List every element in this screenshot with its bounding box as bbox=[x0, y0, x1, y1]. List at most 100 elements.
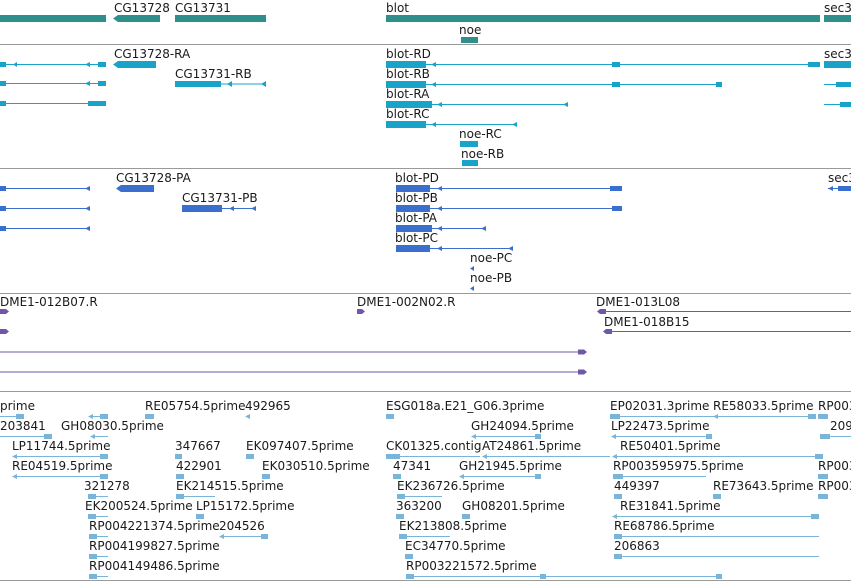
gene-label: noe bbox=[459, 23, 481, 37]
mrna-feature-noe-rb[interactable]: noe-RB bbox=[461, 147, 504, 166]
mrna-feature-left-2[interactable] bbox=[0, 81, 106, 86]
mrna-feature-blot-rc[interactable]: blot-RC bbox=[386, 107, 517, 128]
protein-track: CG13728-PA CG13731-PB blot-PD blot-PB bbox=[0, 171, 851, 291]
clone-feature-left-3[interactable] bbox=[0, 349, 587, 355]
mrna-feature-blot-rd[interactable]: blot-RD bbox=[386, 47, 820, 68]
mrna-feature-blot-ra[interactable]: blot-RA bbox=[386, 87, 568, 108]
protein-feature-blot-pb[interactable]: blot-PB bbox=[395, 191, 622, 212]
protein-feature-noe-pc[interactable]: noe-PC bbox=[470, 251, 512, 271]
clone-feature-left-4[interactable] bbox=[0, 369, 587, 375]
gene-feature-blot[interactable]: blot bbox=[386, 1, 820, 22]
est-feature[interactable]: LP22473.5prime bbox=[611, 414, 816, 439]
mrna-label: blot-RB bbox=[386, 67, 430, 81]
svg-text:GH24094.5prime: GH24094.5prime bbox=[471, 419, 574, 433]
protein-feature-blot-pc[interactable]: blot-PC bbox=[395, 231, 513, 252]
est-feature[interactable]: CK01325.contig bbox=[386, 439, 481, 459]
est-feature[interactable]: 492965 bbox=[245, 399, 291, 419]
est-feature[interactable]: LP11744.5prime bbox=[12, 439, 111, 459]
svg-text:AT24861.5prime: AT24861.5prime bbox=[482, 439, 581, 453]
est-feature[interactable]: EK213808.5prime bbox=[399, 519, 507, 539]
est-feature[interactable]: RP004221374.5prime bbox=[89, 519, 220, 539]
est-feature[interactable]: RE31841.5prime bbox=[612, 499, 819, 519]
est-feature[interactable]: RP004199827.5prime bbox=[89, 539, 220, 559]
protein-label: noe-PB bbox=[470, 271, 512, 285]
protein-feature-blot-pa[interactable]: blot-PA bbox=[395, 211, 486, 232]
est-feature[interactable]: 203841 bbox=[0, 419, 52, 439]
mrna-feature-noe-rc[interactable]: noe-RC bbox=[459, 127, 502, 147]
protein-feature-left-1[interactable] bbox=[0, 186, 90, 191]
protein-feature-left-2[interactable] bbox=[0, 206, 90, 211]
mrna-feature-left-1[interactable] bbox=[0, 62, 106, 67]
est-feature[interactable]: EK097407.5prime bbox=[246, 439, 354, 459]
clone-feature-left-2[interactable] bbox=[0, 329, 9, 334]
est-feature[interactable]: RP003 bbox=[818, 399, 851, 419]
est-feature[interactable]: 422901 bbox=[176, 459, 222, 479]
est-feature[interactable]: LP15172.5prime bbox=[196, 499, 295, 519]
est-feature[interactable]: 206863 bbox=[614, 539, 819, 559]
est-feature[interactable]: 321278 bbox=[84, 479, 130, 499]
gene-feature-cg13731[interactable]: CG13731 bbox=[175, 1, 266, 22]
est-feature[interactable]: GH24094.5prime bbox=[471, 419, 574, 439]
protein-feature-blot-pd[interactable]: blot-PD bbox=[395, 171, 622, 192]
protein-feature-noe-pb[interactable]: noe-PB bbox=[470, 271, 512, 291]
svg-text:EK236726.5prime: EK236726.5prime bbox=[397, 479, 505, 493]
gene-feature-sec3[interactable]: sec3 bbox=[824, 1, 851, 22]
est-feature[interactable]: RP003 bbox=[818, 479, 851, 499]
est-feature[interactable]: prime bbox=[0, 399, 35, 419]
est-feature[interactable]: 347667 bbox=[175, 439, 221, 459]
gene-feature-cg13728[interactable]: CG13728 bbox=[113, 1, 170, 22]
est-feature[interactable]: 209 bbox=[820, 419, 851, 439]
gene-track: CG13728 CG13731 blot noe sec3 bbox=[0, 1, 851, 43]
clone-track: DME1-012B07.R DME1-002N02.R DME1-013L08 … bbox=[0, 295, 851, 375]
est-feature[interactable]: RP003 bbox=[818, 459, 851, 479]
mrna-feature-sec3[interactable]: sec3 bbox=[824, 47, 851, 107]
est-feature[interactable]: 204526 bbox=[219, 519, 268, 539]
svg-text:RP003221572.5prime: RP003221572.5prime bbox=[406, 559, 537, 573]
est-feature[interactable]: 363200 bbox=[396, 499, 442, 519]
protein-label: blot-PD bbox=[395, 171, 439, 185]
protein-feature-cg13728-pa[interactable]: CG13728-PA bbox=[116, 171, 192, 192]
est-feature[interactable]: RP003221572.5prime bbox=[406, 559, 722, 579]
est-feature[interactable]: ESG018a.E21_G06.3prime bbox=[386, 399, 544, 419]
mrna-feature-cg13731-rb[interactable]: CG13731-RB bbox=[175, 67, 266, 87]
clone-feature-dme1-013l08[interactable]: DME1-013L08 bbox=[596, 295, 851, 314]
mrna-feature-left-3[interactable] bbox=[0, 101, 106, 106]
est-feature[interactable]: RP003595975.5prime bbox=[613, 459, 744, 479]
protein-label: blot-PA bbox=[395, 211, 438, 225]
est-feature[interactable]: 449397 bbox=[614, 479, 660, 499]
mrna-feature-blot-rb[interactable]: blot-RB bbox=[386, 67, 722, 88]
est-feature[interactable]: EP02031.3prime bbox=[610, 399, 709, 419]
est-feature[interactable]: RE50401.5prime bbox=[612, 439, 823, 459]
est-feature[interactable]: RE73643.5prime bbox=[713, 479, 814, 499]
protein-feature-left-3[interactable] bbox=[0, 226, 90, 231]
feature-left-gene[interactable] bbox=[0, 15, 106, 22]
clone-feature-dme1-018b15[interactable]: DME1-018B15 bbox=[603, 315, 851, 334]
protein-label: CG13728-PA bbox=[116, 171, 192, 185]
clone-feature-dme1-012b07-r[interactable]: DME1-012B07.R bbox=[0, 295, 98, 314]
est-feature[interactable]: EC34770.5prime bbox=[405, 539, 506, 559]
est-feature[interactable]: GH08201.5prime bbox=[462, 499, 565, 519]
mrna-feature-cg13728-ra[interactable]: CG13728-RA bbox=[113, 47, 191, 68]
est-feature[interactable]: RE68786.5prime bbox=[614, 519, 819, 539]
gene-feature-noe[interactable]: noe bbox=[459, 23, 481, 43]
svg-text:422901: 422901 bbox=[176, 459, 222, 473]
est-feature[interactable]: EK030510.5prime bbox=[262, 459, 370, 479]
svg-text:RP003: RP003 bbox=[818, 459, 851, 473]
est-feature[interactable]: GH21945.5prime bbox=[459, 459, 562, 479]
est-feature[interactable]: EK214515.5prime bbox=[176, 479, 284, 499]
svg-text:RP004199827.5prime: RP004199827.5prime bbox=[89, 539, 220, 553]
protein-feature-sec3[interactable]: sec3 bbox=[828, 171, 851, 191]
est-feature[interactable]: RE04519.5prime bbox=[12, 459, 113, 479]
clone-feature-dme1-002n02-r[interactable]: DME1-002N02.R bbox=[357, 295, 455, 314]
protein-feature-cg13731-pb[interactable]: CG13731-PB bbox=[182, 191, 258, 212]
gene-label: CG13731 bbox=[175, 1, 231, 15]
est-feature[interactable]: RP004149486.5prime bbox=[89, 559, 220, 579]
est-feature[interactable]: RE05754.5prime bbox=[145, 399, 246, 419]
svg-text:EP02031.3prime: EP02031.3prime bbox=[610, 399, 709, 413]
est-feature[interactable]: 47341 bbox=[393, 459, 431, 479]
est-feature[interactable]: EK236726.5prime bbox=[397, 479, 505, 499]
est-feature[interactable]: GH08030.5prime bbox=[61, 414, 164, 439]
est-feature[interactable]: AT24861.5prime bbox=[482, 439, 610, 459]
est-feature[interactable]: EK200524.5prime bbox=[85, 499, 193, 519]
